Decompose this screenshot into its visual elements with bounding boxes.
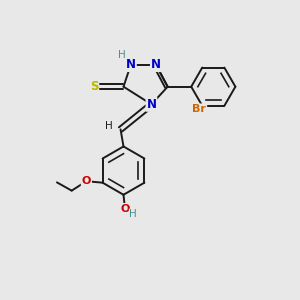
Text: H: H: [129, 209, 137, 219]
Text: Br: Br: [192, 104, 206, 114]
Text: H: H: [118, 50, 125, 60]
Text: O: O: [82, 176, 91, 186]
Text: O: O: [120, 204, 130, 214]
Text: S: S: [90, 80, 98, 93]
Text: N: N: [126, 58, 136, 71]
Text: H: H: [106, 121, 113, 131]
Text: N: N: [151, 58, 161, 71]
Text: N: N: [146, 98, 157, 111]
